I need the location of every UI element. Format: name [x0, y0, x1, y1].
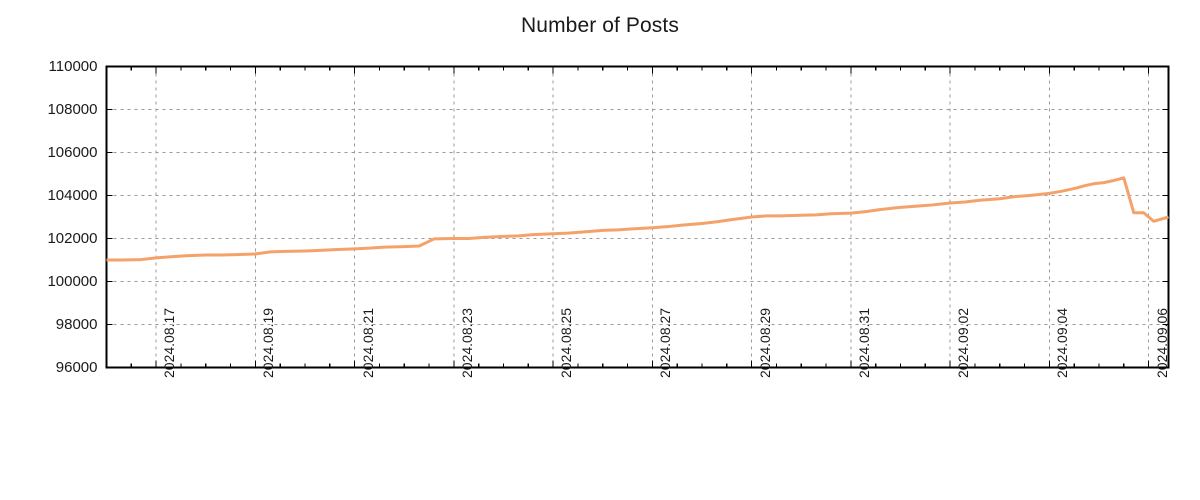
x-axis-tick-label: 2024.08.23 — [458, 307, 475, 378]
x-axis-tick-label: 2024.09.06 — [1153, 307, 1170, 378]
x-axis-tick-label: 2024.08.17 — [161, 307, 178, 378]
x-axis-tick-label: 2024.08.31 — [855, 307, 872, 378]
x-axis-tick-label: 2024.08.25 — [558, 307, 575, 378]
y-axis-tick-label: 102000 — [47, 229, 98, 247]
y-axis-tick-label: 100000 — [47, 272, 98, 290]
x-axis-tick-label: 2024.08.19 — [260, 307, 277, 378]
data-series-line — [106, 176, 1169, 262]
x-axis-tick-label: 2024.09.02 — [955, 307, 972, 378]
x-axis-tick-label: 2024.08.29 — [756, 307, 773, 378]
chart-title: Number of Posts — [521, 14, 679, 37]
y-axis-tick-label: 98000 — [55, 315, 98, 333]
x-axis-tick-label: 2024.08.27 — [657, 307, 674, 378]
y-axis-tick-label: 110000 — [48, 57, 98, 75]
x-axis-tick-label: 2024.09.04 — [1054, 307, 1071, 378]
x-axis-tick-label: 2024.08.21 — [359, 307, 376, 378]
y-axis-tick-label: 108000 — [47, 100, 98, 118]
y-axis-tick-label: 104000 — [47, 186, 98, 204]
y-axis-tick-label: 96000 — [55, 358, 98, 376]
y-axis-tick-label: 106000 — [47, 143, 98, 161]
